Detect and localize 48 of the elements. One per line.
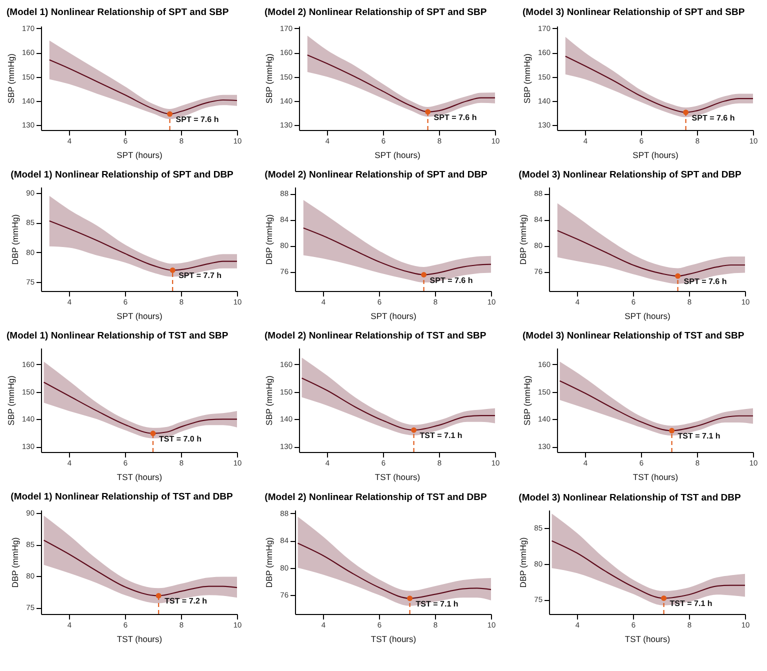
y-axis-title: SBP (mmHg) — [6, 375, 16, 426]
y-axis-title: DBP (mmHg) — [10, 214, 20, 265]
annotation: SPT = 7.6 h — [692, 113, 735, 122]
x-axis-title: SPT (hours) — [374, 150, 420, 160]
x-axis-title: SPT (hours) — [624, 311, 670, 321]
x-axis-title: TST (hours) — [370, 634, 416, 644]
chart-title: (Model 3) Nonlinear Relationship of SPT and SBP — [522, 6, 746, 18]
y-axis-title: SBP (mmHg) — [6, 53, 16, 104]
y-axis-title: DBP (mmHg) — [264, 537, 274, 588]
chart-title: (Model 1) Nonlinear Relationship of SPT and DBP — [10, 170, 234, 180]
annotation: TST = 7.1 h — [678, 432, 720, 441]
x-axis-title: TST (hours) — [116, 634, 162, 644]
annotation: TST = 7.1 h — [416, 599, 458, 608]
chart-title: (Model 3) Nonlinear Relationship of TST and SBP — [522, 330, 745, 342]
y-axis-title: SBP (mmHg) — [264, 53, 274, 104]
annotation: TST = 7.2 h — [164, 596, 208, 606]
annotation: TST = 7.1 h — [420, 431, 462, 440]
annotation: SPT = 7.6 h — [434, 112, 477, 122]
x-axis-title: TST (hours) — [374, 472, 420, 482]
chart-title: (Model 2) Nonlinear Relationship of SPT and DBP — [264, 170, 488, 180]
chart-title: (Model 3) Nonlinear Relationship of SPT and DBP — [518, 170, 742, 180]
x-axis-title: SPT (hours) — [116, 311, 162, 321]
x-axis-title: TST (hours) — [632, 472, 678, 482]
chart-title: (Model 2) Nonlinear Relationship of TST and SBP — [264, 330, 487, 342]
annotation: TST = 7.1 h — [670, 599, 712, 608]
chart-title: (Model 1) Nonlinear Relationship of TST and SBP — [6, 330, 229, 342]
annotation: SPT = 7.7 h — [178, 271, 222, 280]
chart-title: (Model 1) Nonlinear Relationship of SPT and SBP — [6, 6, 230, 18]
x-axis-title: SPT (hours) — [116, 150, 162, 160]
y-axis-title: DBP (mmHg) — [518, 214, 528, 265]
chart-title: (Model 1) Nonlinear Relationship of TST and DBP — [10, 492, 234, 503]
chart-title: (Model 2) Nonlinear Relationship of TST and DBP — [264, 492, 488, 503]
y-axis-title: SBP (mmHg) — [264, 375, 274, 426]
chart-title: (Model 2) Nonlinear Relationship of SPT and SBP — [264, 6, 488, 18]
y-axis-title: DBP (mmHg) — [10, 537, 20, 588]
y-axis-title: SBP (mmHg) — [522, 53, 532, 104]
y-axis-title: DBP (mmHg) — [518, 537, 528, 588]
y-axis-title: SBP (mmHg) — [522, 375, 532, 426]
x-axis-title: TST (hours) — [116, 472, 162, 482]
x-axis-title: SPT (hours) — [370, 311, 416, 321]
x-axis-title: TST (hours) — [624, 634, 670, 644]
annotation: TST = 7.0 h — [159, 434, 202, 444]
x-axis-title: SPT (hours) — [632, 150, 678, 160]
annotation: SPT = 7.6 h — [176, 115, 219, 124]
annotation: SPT = 7.6 h — [684, 277, 727, 286]
y-axis-title: DBP (mmHg) — [264, 214, 274, 265]
annotation: SPT = 7.6 h — [430, 276, 473, 285]
chart-title: (Model 3) Nonlinear Relationship of TST and DBP — [518, 492, 742, 504]
